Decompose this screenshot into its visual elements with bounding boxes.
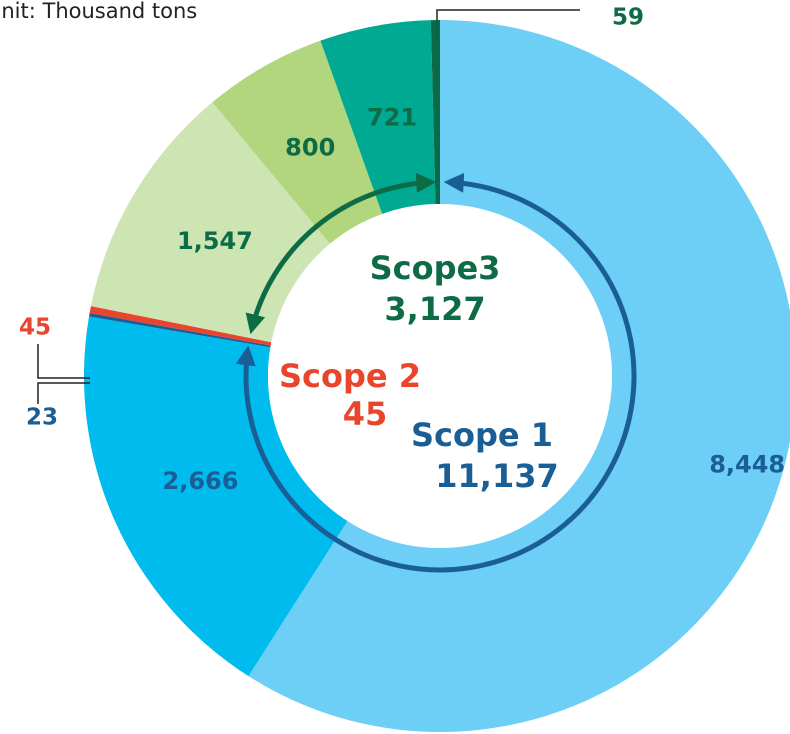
data-label: 45 (19, 315, 51, 341)
data-label: 721 (367, 103, 417, 131)
group-arrow (245, 172, 437, 335)
donut-segment (89, 312, 271, 348)
group-name: Scope3 (370, 249, 501, 287)
group-name: Scope 1 (411, 416, 553, 454)
donut-segment (248, 20, 790, 732)
group-total: 3,127 (384, 290, 485, 328)
chart-title: Unit: Thousand tons (0, 0, 197, 23)
data-label: 59 (612, 5, 644, 31)
data-label: 23 (26, 405, 58, 431)
leader-line (37, 344, 90, 379)
group-arrow (235, 172, 637, 573)
data-label: 800 (285, 133, 335, 161)
data-label: 8,448 (709, 451, 785, 479)
donut-segment (83, 316, 348, 677)
data-label: 2,666 (163, 467, 239, 495)
donut-segment (320, 20, 436, 214)
leader-line (37, 382, 90, 404)
group-name: Scope 2 (279, 357, 421, 395)
group-total: 45 (343, 395, 388, 433)
data-label: 1,547 (177, 227, 253, 255)
group-total: 11,137 (435, 457, 558, 495)
donut-segment (89, 306, 272, 346)
